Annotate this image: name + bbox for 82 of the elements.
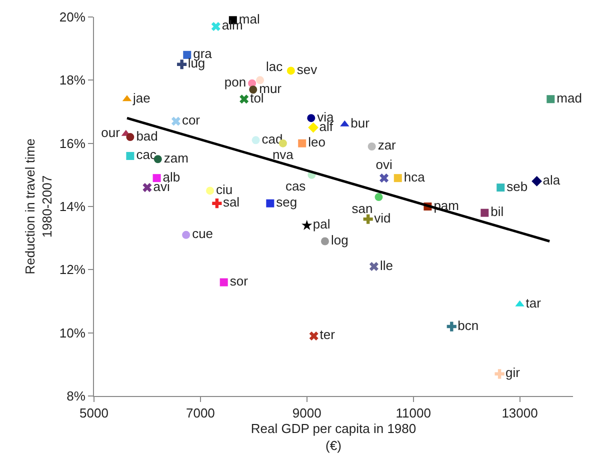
x-axis-title: Real GDP per capita in 1980 (€) xyxy=(250,421,416,454)
point xyxy=(320,237,329,246)
point xyxy=(309,331,318,341)
series-label: tar xyxy=(526,296,542,311)
point xyxy=(252,136,260,144)
y-tick-label: 10% xyxy=(59,325,86,340)
point xyxy=(142,183,152,192)
point xyxy=(206,186,214,195)
point xyxy=(369,262,378,272)
series-label: hca xyxy=(404,169,426,184)
series-label: cor xyxy=(182,112,201,128)
series-label: jae xyxy=(132,90,150,106)
point xyxy=(298,139,306,148)
point xyxy=(182,230,190,239)
y-tick-label: 18% xyxy=(59,72,86,88)
series-label: lle xyxy=(380,258,393,273)
point xyxy=(266,199,274,208)
series-label: ter xyxy=(320,327,336,342)
series-label: log xyxy=(330,232,348,248)
point xyxy=(211,22,220,31)
series-label: lac xyxy=(266,58,284,74)
series-label: sal xyxy=(222,194,240,210)
series-label: zam xyxy=(164,150,188,166)
y-tick-label: 14% xyxy=(59,199,86,214)
series-label: seg xyxy=(276,194,298,210)
x-tick-label: 9000 xyxy=(292,406,322,421)
y-axis-title: Reduction in travel time 1980-2007 xyxy=(22,138,54,274)
series-label: ovi xyxy=(376,156,392,172)
point xyxy=(171,116,180,126)
point xyxy=(308,122,318,133)
point xyxy=(546,95,555,104)
series-label: bcn xyxy=(458,318,479,333)
series-label: pal xyxy=(312,216,330,232)
y-tick-label: 20% xyxy=(59,10,86,25)
point xyxy=(380,174,389,183)
series-label: ciu xyxy=(216,182,233,197)
point xyxy=(446,322,456,332)
point xyxy=(496,184,505,192)
point xyxy=(494,369,504,379)
point xyxy=(394,174,402,182)
series-label: bur xyxy=(350,116,370,131)
point xyxy=(183,50,192,59)
series-label: nva xyxy=(272,147,294,162)
series-label: leo xyxy=(308,134,326,150)
point xyxy=(302,220,312,230)
point xyxy=(220,278,228,286)
point xyxy=(480,208,489,217)
y-tick-label: 12% xyxy=(59,262,86,278)
point xyxy=(368,142,376,150)
series-label: san xyxy=(352,200,373,216)
series-label: mad xyxy=(556,90,582,106)
series-label: sor xyxy=(230,274,249,289)
series-label: vid xyxy=(374,210,391,226)
x-tick-label: 5000 xyxy=(80,406,108,421)
point xyxy=(286,66,295,75)
point xyxy=(212,198,222,208)
point xyxy=(256,76,264,84)
series-label: cac xyxy=(136,147,157,162)
series-label: cas xyxy=(285,178,306,194)
series-label: cue xyxy=(192,226,214,242)
series-label: seb xyxy=(506,178,528,194)
point xyxy=(240,94,249,104)
point xyxy=(307,114,316,122)
series-label: ala xyxy=(542,172,561,188)
point xyxy=(363,214,373,224)
series-label: our xyxy=(101,125,121,140)
point xyxy=(177,60,187,70)
series-label: gir xyxy=(506,365,521,380)
series-label: bil xyxy=(490,204,504,220)
x-tick-label: 13000 xyxy=(502,406,538,421)
point xyxy=(532,176,542,186)
y-tick-label: 8% xyxy=(66,388,86,404)
series-label: zar xyxy=(378,138,397,153)
point xyxy=(126,152,134,160)
x-tick-label: 11000 xyxy=(396,406,431,421)
x-tick-label: 7000 xyxy=(186,406,215,421)
point xyxy=(126,133,134,142)
point xyxy=(374,193,383,202)
series-label: bad xyxy=(136,128,158,144)
y-tick-label: 16% xyxy=(59,136,86,151)
series-label: pon xyxy=(224,74,246,90)
series-label: sev xyxy=(296,62,318,77)
